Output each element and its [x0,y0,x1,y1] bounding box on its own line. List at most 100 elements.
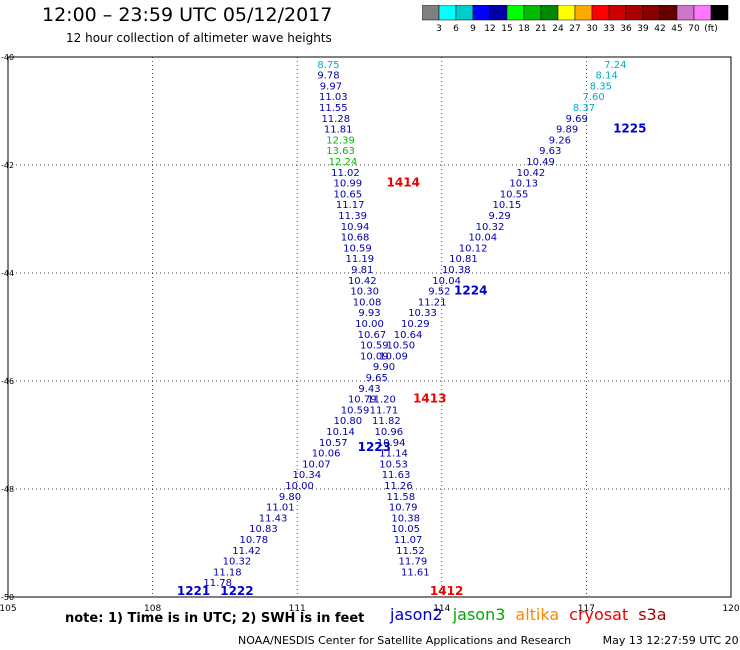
wave-height-value: 10.34 [293,470,322,481]
wave-height-value: 10.80 [333,416,362,427]
satellite-jason3-label: jason3 [452,605,506,624]
wave-height-value: 11.19 [346,254,375,265]
pass-time-label: 1223 [358,440,391,454]
wave-height-value: 8.75 [317,60,339,71]
wave-height-value: 11.39 [338,211,367,222]
satellite-altika-label: altika [515,605,560,624]
wave-height-value: 10.79 [348,395,377,406]
wave-height-value: 11.55 [319,103,348,114]
wave-height-value: 12.39 [326,135,355,146]
wave-height-value: 10.59 [341,405,370,416]
footer-center-name: NOAA/NESDIS Center for Satellite Applica… [238,634,572,647]
wave-height-value: 11.63 [382,470,411,481]
wave-height-value: 10.14 [326,427,355,438]
wave-height-value: 9.29 [489,211,511,222]
scale-label: 27 [569,24,580,34]
scale-label: (ft) [704,24,718,34]
wave-height-value: 10.67 [358,330,387,341]
wave-height-value: 10.12 [459,243,488,254]
wave-height-value: 10.04 [468,233,497,244]
wave-height-value: 10.09 [360,351,389,362]
wave-height-value: 10.64 [394,330,423,341]
wave-height-value: 9.97 [320,81,342,92]
wave-height-value: 10.94 [377,438,406,449]
map-frame [7,56,732,598]
wave-height-value: 12.24 [329,157,358,168]
wave-height-value: 11.03 [319,92,348,103]
pass-time-label: 1414 [387,176,420,190]
lat-tick-label: -48 [1,485,14,494]
wave-height-value: 10.53 [379,459,408,470]
lat-tick-label: -40 [1,53,14,62]
wave-height-value: 10.65 [333,189,362,200]
wave-height-value: 11.42 [232,546,261,557]
wave-height-value: 8.35 [590,81,612,92]
footer-timestamp: May 13 12:27:59 UTC 2017 [602,634,740,647]
wave-height-value: 9.52 [428,287,450,298]
lat-tick-label: -42 [1,161,14,170]
scale-label: 3 [436,24,442,34]
wave-height-value: 11.01 [266,503,295,514]
wave-height-value: 8.37 [573,103,595,114]
wave-height-value: 10.32 [223,557,252,568]
wave-height-value: 11.71 [370,405,399,416]
wave-height-value: 10.81 [449,254,478,265]
scale-label: 45 [671,24,682,34]
footer: NOAA/NESDIS Center for Satellite Applica… [238,634,740,647]
wave-height-value: 11.02 [331,168,360,179]
lat-tick-label: -44 [1,269,14,278]
wave-height-value: 10.30 [350,287,379,298]
scale-label: 15 [501,24,512,34]
wave-height-value: 11.14 [379,449,408,460]
wave-height-value: 9.69 [566,114,588,125]
chart-subtitle: 12 hour collection of altimeter wave hei… [66,31,332,45]
wave-height-value: 10.57 [319,438,348,449]
wave-height-value: 9.65 [366,373,388,384]
wave-height-value: 10.49 [526,157,555,168]
lon-tick-label: 105 [0,604,17,614]
scale-label: 30 [586,24,598,34]
wave-height-value: 10.42 [348,276,377,287]
wave-height-value: 11.78 [203,578,232,589]
wave-height-value: 10.38 [391,513,420,524]
wave-height-value: 10.96 [374,427,403,438]
satellite-s3a-label: s3a [638,605,667,624]
satellite-legend: jason2 jason3 altika cryosat s3a [390,605,677,624]
scale-label: 36 [620,24,632,34]
wave-height-value: 9.63 [539,146,561,157]
units-note: note: 1) Time is in UTC; 2) SWH is in fe… [65,611,365,626]
chart-title: 12:00 – 23:59 UTC 05/12/2017 [42,4,333,26]
satellite-jason2-label: jason2 [390,605,443,624]
lat-tick-label: -50 [1,593,14,602]
wave-height-value: 10.15 [493,200,522,211]
wave-height-value: 9.93 [358,308,380,319]
wave-height-value: 9.81 [351,265,373,276]
wave-height-value: 11.28 [321,114,350,125]
pass-time-label: 1222 [220,584,253,598]
wave-height-value: 7.24 [604,60,626,71]
scale-label: 42 [654,24,665,34]
wave-height-value: 11.43 [259,513,288,524]
wave-height-value: 11.52 [396,546,425,557]
pass-time-label: 1224 [454,284,487,298]
satellite-cryosat-label: cryosat [569,605,629,624]
wave-height-value: 11.26 [384,481,413,492]
wave-height-value: 10.00 [285,481,314,492]
wave-height-value: 10.42 [517,168,546,179]
pass-time-label: 1412 [430,584,463,598]
wave-height-value: 10.13 [509,179,538,190]
wave-height-value: 11.82 [372,416,401,427]
scale-label: 6 [453,24,459,34]
wave-height-value: 13.63 [326,146,355,157]
wave-height-value: 11.61 [401,567,430,578]
wave-height-value: 11.18 [213,567,242,578]
wave-height-value: 10.07 [302,459,331,470]
scale-label: 39 [637,24,649,34]
wave-height-value: 10.83 [249,524,278,535]
lon-tick-label: 111 [289,604,306,614]
wave-height-value: 11.21 [418,297,447,308]
scale-label: 9 [470,24,476,34]
scale-label: 12 [484,24,495,34]
wave-height-value: 10.78 [239,535,268,546]
